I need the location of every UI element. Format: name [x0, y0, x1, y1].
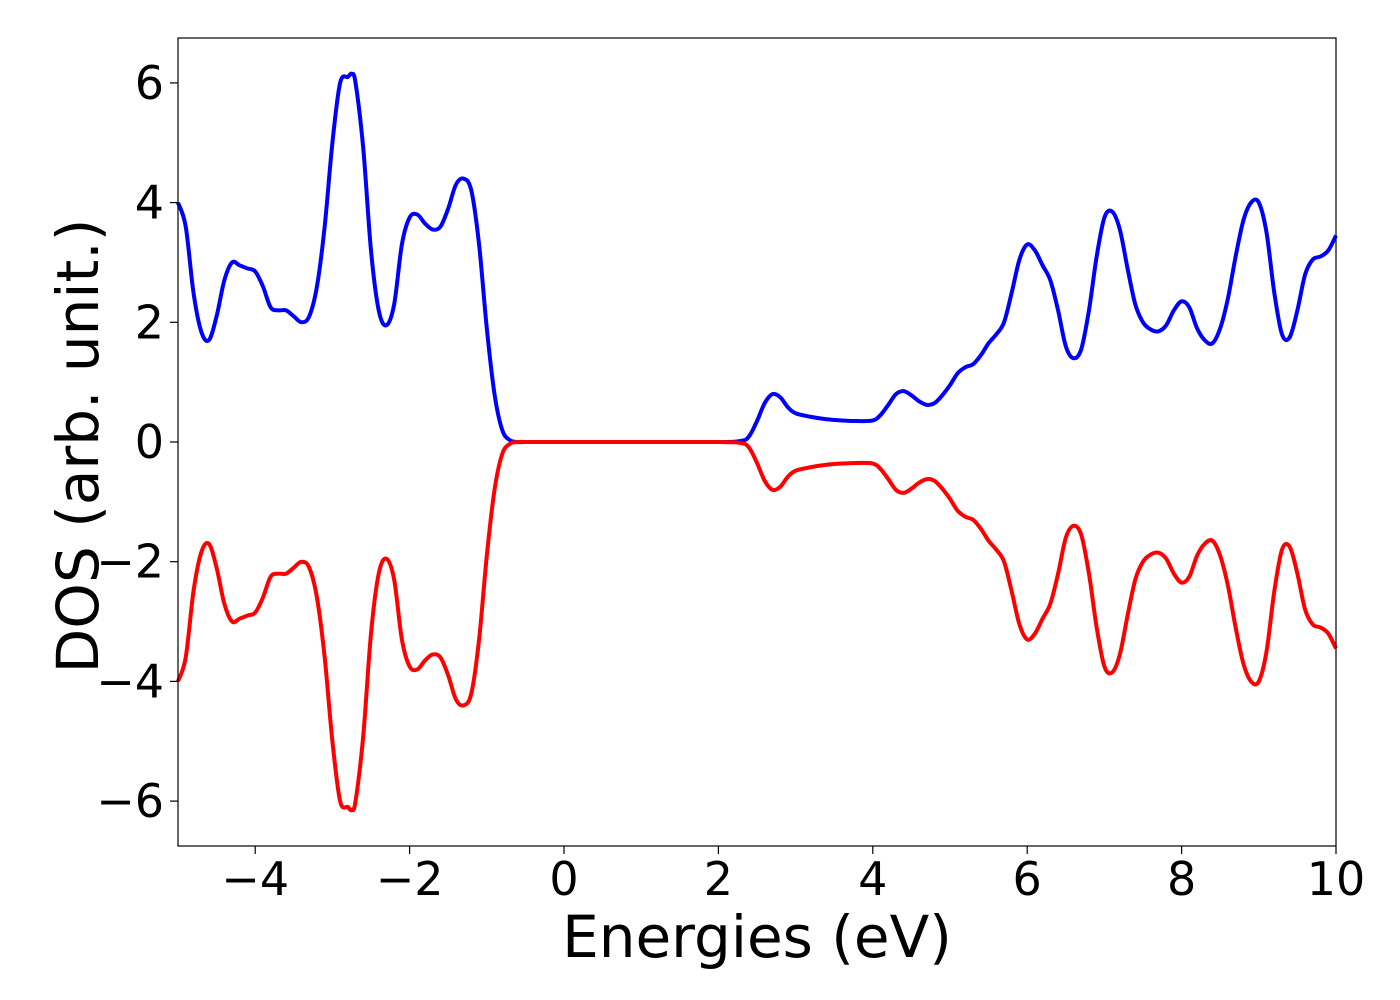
dos-upper-line: [176, 71, 1338, 445]
y-tick-label: −2: [96, 535, 164, 589]
x-tick-label: 2: [704, 852, 733, 906]
x-tick-label: −2: [376, 852, 444, 906]
y-tick-label: 0: [135, 415, 164, 469]
y-tick-label: 2: [135, 295, 164, 349]
dos-lower-line: [176, 439, 1338, 813]
x-axis-label: Energies (eV): [562, 903, 952, 971]
x-tick-label: 0: [549, 852, 578, 906]
plot-frame: [177, 37, 1337, 847]
series-layer: [176, 71, 1338, 813]
y-axis-ticks: −6 −4 −2 0 2 4 6: [96, 56, 178, 828]
x-tick-label: 10: [1307, 852, 1366, 906]
y-tick-label: 6: [135, 56, 164, 110]
x-tick-label: 6: [1013, 852, 1042, 906]
y-tick-label: −4: [96, 654, 164, 708]
y-tick-label: 4: [135, 176, 164, 230]
y-axis-label: DOS (arb. unit.): [44, 219, 112, 674]
y-tick-label: −6: [96, 774, 164, 828]
x-axis-ticks: −4 −2 0 2 4 6 8 10: [221, 846, 1365, 906]
x-tick-label: 8: [1167, 852, 1196, 906]
x-tick-label: −4: [221, 852, 289, 906]
x-tick-label: 4: [858, 852, 887, 906]
